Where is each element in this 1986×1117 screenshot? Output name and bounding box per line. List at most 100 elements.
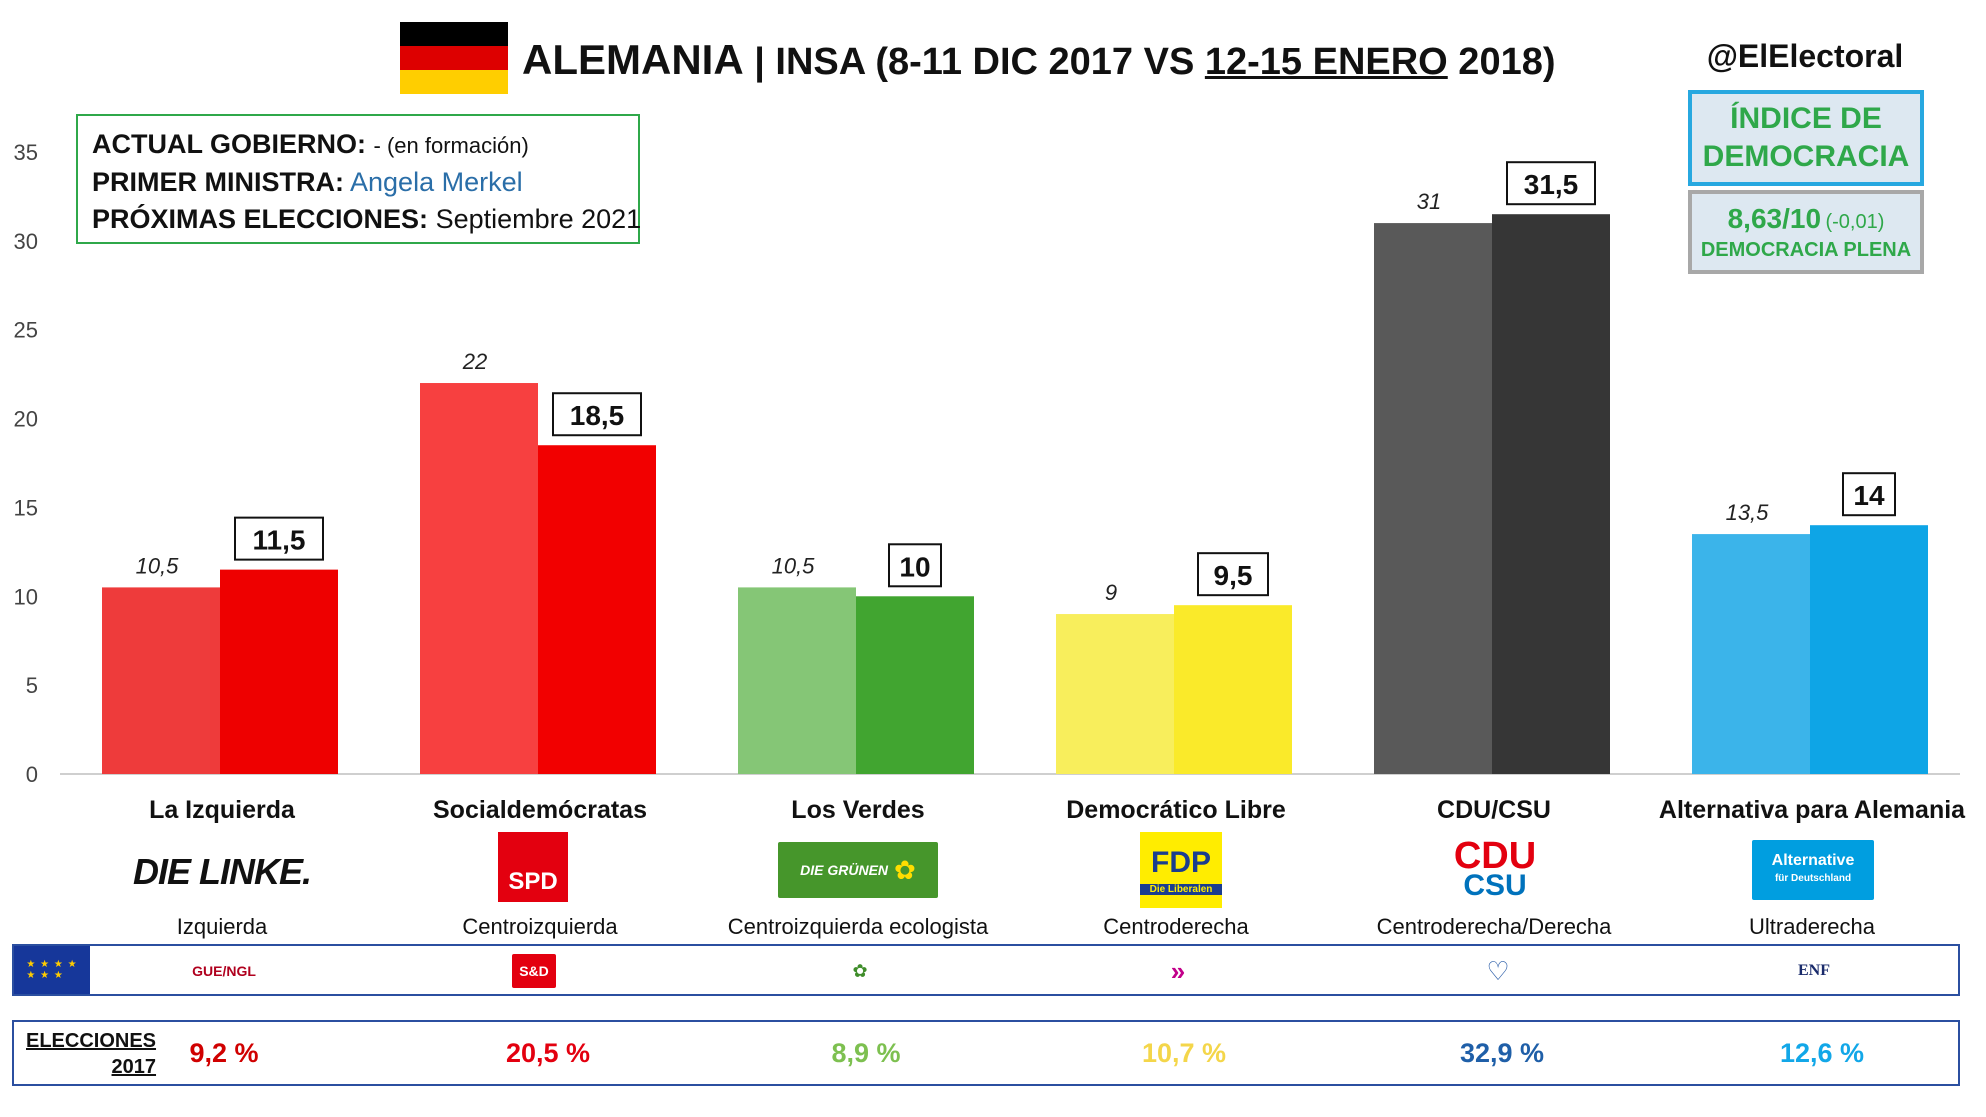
y-tick-label: 5 — [26, 673, 38, 698]
csu-logo-text: CSU — [1463, 869, 1527, 902]
democracy-change: (-0,01) — [1825, 210, 1885, 233]
result-2017-afd: 12,6 % — [1779, 1038, 1865, 1068]
bar-previous — [102, 587, 220, 774]
result-2017-spd: 20,5 % — [505, 1038, 591, 1068]
data-label-box — [888, 543, 942, 588]
y-tick-label: 10 — [14, 584, 38, 609]
spd-logo: SPD — [498, 832, 568, 902]
y-tick-label: 0 — [26, 762, 38, 787]
afd-logo-text: Alternative — [1771, 852, 1855, 869]
party-ideology-fdp: Centroderecha — [1103, 914, 1249, 939]
data-label-box — [1197, 552, 1269, 597]
y-tick-label: 25 — [14, 318, 38, 343]
elections-label-line2: 2017 — [111, 1056, 157, 1078]
data-label-previous: 10,5 — [136, 553, 180, 578]
government-info-box: ACTUAL GOBIERNO: - (en formación) PRIMER… — [76, 114, 642, 244]
democracy-score-box: 8,63/10 (-0,01) DEMOCRACIA PLENA — [1688, 190, 1924, 274]
gue-ngl-logo: GUE/NGL — [192, 963, 256, 979]
eu-group-row: ★ ★ ★ ★ ★ ★ ★ GUE/NGL S&D ✿ » ♡ ENF — [12, 944, 1960, 996]
data-label-box — [1506, 161, 1596, 206]
elections-2017-row: ELECCIONES 2017 9,2 % 20,5 % 8,9 % 10,7 … — [12, 1020, 1960, 1086]
bar-previous — [1056, 614, 1174, 774]
next-election-label: PRÓXIMAS ELECCIONES: — [92, 204, 429, 234]
party-name-linke: La Izquierda — [149, 796, 295, 824]
fdp-logo: FDP Die Liberalen — [1140, 832, 1222, 908]
data-label-current: 14 — [1853, 480, 1885, 511]
y-tick-label: 20 — [14, 407, 38, 432]
result-2017-cdu: 32,9 % — [1459, 1038, 1545, 1068]
data-label-current: 10 — [899, 551, 930, 582]
data-label-previous: 31 — [1417, 189, 1441, 214]
democracy-title-line2: DEMOCRACIA — [1702, 140, 1910, 173]
democracy-level: DEMOCRACIA PLENA — [1700, 238, 1912, 261]
result-2017-gruene: 8,9 % — [831, 1038, 901, 1068]
elections-2017-label: ELECCIONES 2017 — [26, 1028, 156, 1080]
fdp-logo-sub: Die Liberalen — [1140, 883, 1222, 895]
party-name-spd: Socialdemócratas — [433, 796, 647, 824]
bar-current — [538, 445, 656, 774]
data-label-current: 9,5 — [1214, 560, 1253, 591]
bar-current — [856, 596, 974, 774]
data-label-previous: 9 — [1105, 580, 1117, 605]
party-name-gruene: Los Verdes — [791, 796, 925, 824]
y-tick-label: 35 — [14, 140, 38, 165]
data-label-box — [234, 516, 324, 561]
y-tick-label: 15 — [14, 495, 38, 520]
social-handle: @ElElectoral — [1706, 38, 1904, 74]
epp-logo: ♡ — [1486, 955, 1510, 986]
alde-logo: » — [1170, 955, 1186, 986]
party-ideology-linke: Izquierda — [176, 914, 268, 939]
pm-label: PRIMER MINISTRA: — [92, 167, 344, 197]
bar-current — [1492, 214, 1610, 774]
data-label-previous: 10,5 — [772, 553, 816, 578]
party-ideology-spd: Centroizquierda — [462, 914, 618, 939]
party-name-cdu: CDU/CSU — [1437, 796, 1551, 824]
afd-logo: Alternative für Deutschland — [1752, 840, 1874, 900]
democracy-title-line1: ÍNDICE DE — [1730, 102, 1882, 135]
sunflower-icon: ✿ — [894, 854, 916, 885]
bar-previous — [420, 383, 538, 774]
fdp-logo-text: FDP — [1151, 845, 1211, 879]
party-ideology-afd: Ultraderecha — [1749, 914, 1875, 939]
flag-stripe-gold — [400, 70, 508, 94]
eu-flag-icon: ★ ★ ★ ★ ★ ★ ★ — [14, 946, 90, 994]
die-linke-logo: DIE LINKE. — [132, 851, 312, 892]
data-label-box — [552, 392, 642, 437]
bar-current — [1810, 525, 1928, 774]
bar-previous — [1692, 534, 1810, 774]
cdu-logo-text: CDU — [1453, 835, 1537, 877]
data-label-current: 18,5 — [570, 400, 625, 431]
gov-label: ACTUAL GOBIERNO: — [92, 129, 366, 159]
gov-value: - (en formación) — [373, 133, 529, 158]
greens-efa-logo: ✿ — [852, 960, 868, 981]
elections-label-line1: ELECCIONES — [26, 1030, 157, 1052]
bar-previous — [738, 587, 856, 774]
enf-logo: ENF — [1798, 962, 1830, 979]
flag-stripe-black — [400, 22, 508, 46]
cdu-csu-logo: CDU CSU — [1440, 836, 1550, 906]
pm-value: Angela Merkel — [350, 167, 523, 197]
title-country: ALEMANIA — [522, 36, 744, 83]
democracy-score: 8,63/10 — [1727, 202, 1822, 234]
data-label-box — [1842, 472, 1896, 517]
bar-previous — [1374, 223, 1492, 775]
gruenen-logo-text: DIE GRÜNEN — [800, 862, 889, 878]
data-label-current: 31,5 — [1524, 169, 1579, 200]
germany-flag-icon — [400, 22, 508, 94]
afd-logo-sub: für Deutschland — [1774, 873, 1852, 884]
party-ideology-gruene: Centroizquierda ecologista — [727, 914, 989, 939]
data-label-previous: 22 — [462, 349, 487, 374]
democracy-index-box: ÍNDICE DE DEMOCRACIA — [1688, 90, 1924, 186]
y-tick-label: 30 — [14, 229, 38, 254]
bar-current — [220, 569, 338, 774]
title-underlined: 12-15 ENERO — [1204, 41, 1448, 83]
data-label-previous: 13,5 — [1726, 500, 1770, 525]
result-2017-linke: 9,2 % — [189, 1038, 259, 1068]
s-and-d-logo: S&D — [512, 954, 556, 988]
bar-current — [1174, 605, 1292, 774]
result-2017-fdp: 10,7 % — [1141, 1038, 1227, 1068]
next-election-value: Septiembre 2021 — [435, 204, 642, 234]
title-end: 2018) — [1447, 41, 1556, 83]
poll-bar-chart: 0 5 10 15 20 25 30 35 10,5 11,5 22 18,5 10,5 10 9 9,5 31… — [14, 140, 1960, 787]
page-title: ALEMANIA | INSA (8-11 DIC 2017 VS 12-15 … — [522, 36, 1556, 84]
